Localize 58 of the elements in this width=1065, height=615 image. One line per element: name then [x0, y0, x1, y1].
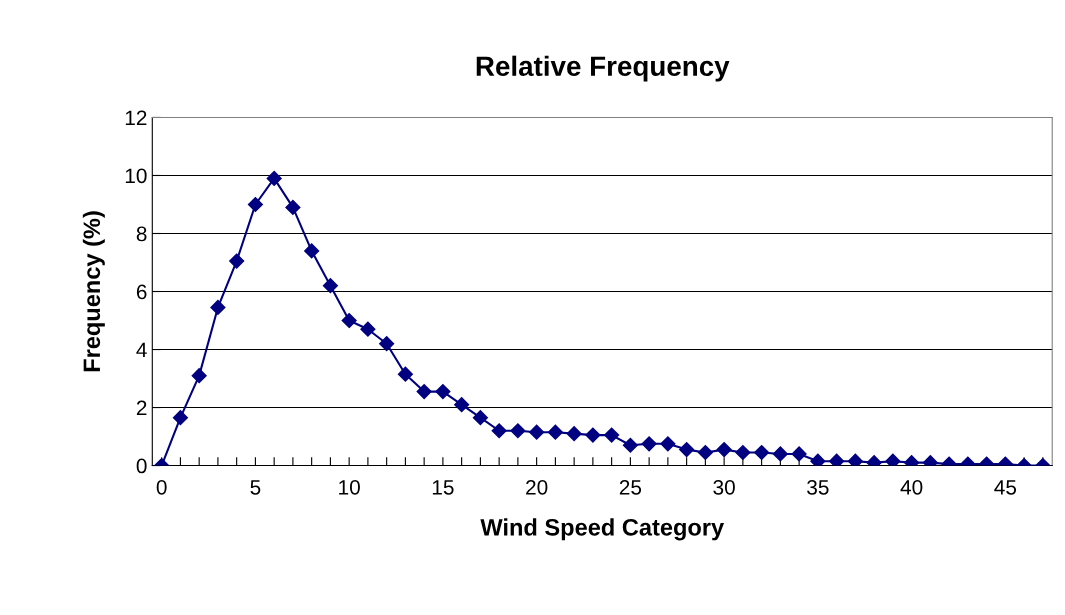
point: [454, 397, 470, 413]
point: [791, 446, 807, 462]
point: [304, 243, 320, 259]
point: [229, 253, 245, 269]
point: [472, 410, 488, 426]
point: [397, 366, 413, 382]
point: [285, 199, 301, 215]
y-axis-title: Frequency (%): [82, 211, 105, 372]
point: [435, 384, 451, 400]
y-tick-label: 10: [125, 168, 147, 184]
point: [491, 423, 507, 439]
chart-title: Relative Frequency: [476, 55, 730, 82]
point: [172, 410, 188, 426]
point: [566, 426, 582, 442]
x-tick-label: 40: [900, 479, 923, 495]
point: [754, 444, 770, 461]
y-tick-label: 6: [136, 284, 147, 300]
y-tick-label: 0: [136, 458, 147, 474]
point: [716, 442, 732, 458]
point: [547, 424, 563, 440]
y-tick-label: 12: [125, 110, 147, 126]
point: [679, 442, 695, 458]
x-tick-label: 10: [339, 479, 360, 495]
point: [585, 427, 601, 443]
point: [697, 444, 713, 461]
point: [510, 423, 526, 439]
x-tick-label: 35: [807, 479, 829, 495]
y-tick-label: 8: [136, 226, 147, 242]
y-tick-label: 2: [136, 400, 147, 416]
point: [829, 453, 845, 466]
point: [604, 427, 620, 443]
point: [266, 170, 282, 186]
point: [641, 436, 657, 452]
x-tick-label: 20: [526, 479, 548, 495]
point: [772, 446, 788, 462]
x-tick-label: 25: [619, 479, 642, 495]
point: [735, 444, 751, 461]
point: [379, 336, 395, 352]
point: [341, 312, 357, 329]
point: [247, 196, 263, 213]
x-axis-title: Wind Speed Category: [480, 518, 725, 541]
point: [191, 368, 207, 384]
point: [885, 453, 901, 466]
point: [529, 424, 545, 440]
point: [210, 299, 226, 316]
point: [660, 436, 676, 452]
x-tick-label: 5: [250, 480, 261, 495]
point: [416, 384, 432, 400]
point: [360, 321, 376, 337]
x-tick-label: 0: [156, 479, 167, 495]
x-tick-label: 15: [432, 480, 454, 495]
point: [622, 437, 638, 453]
x-tick-label: 30: [713, 479, 735, 495]
y-tick-label: 4: [136, 342, 147, 358]
point: [322, 278, 338, 294]
point: [810, 453, 826, 466]
point: [847, 453, 863, 466]
x-tick-label: 45: [994, 480, 1017, 495]
